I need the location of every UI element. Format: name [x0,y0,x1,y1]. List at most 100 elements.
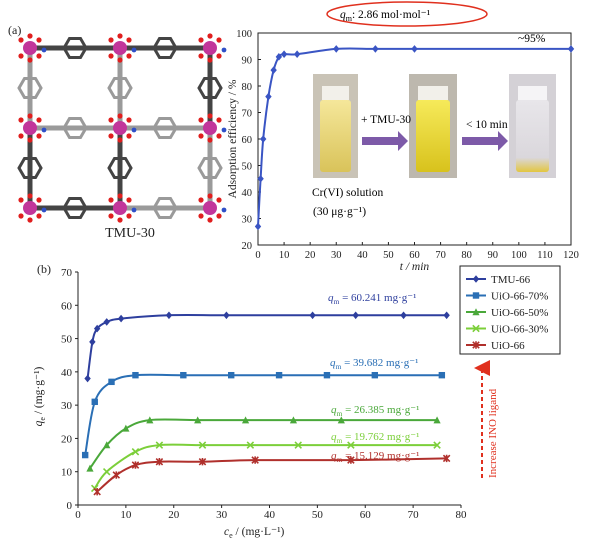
mof-oxygen-atom [207,217,213,223]
mof-oxygen-atom [18,213,24,219]
y-tick-label: 50 [242,162,253,173]
data-point [309,311,316,320]
data-point [91,398,98,406]
x-tick-label: 110 [537,250,552,261]
mof-oxygen-atom [108,133,114,139]
data-point [117,314,125,323]
data-point [372,45,379,53]
data-point [438,371,446,379]
mof-ring [62,117,88,139]
series-line-1 [84,373,442,456]
data-point [443,311,450,320]
y-tick-label: 80 [242,82,253,93]
mof-nitrogen-atom [221,127,227,133]
mof-oxygen-atom [117,137,123,143]
x-tick-label: 30 [216,509,228,521]
mof-metal-node [113,201,127,215]
mof-oxygen-atom [216,213,222,219]
mof-oxygen-atom [207,57,213,63]
mof-ring [62,197,88,219]
arrow-right-1 [362,131,408,151]
y-tick-label: 40 [242,188,253,199]
data-point [280,50,288,58]
mof-oxygen-atom [108,117,114,123]
qm-ellipse [326,1,488,27]
x-axis-label: ce / (mg·L⁻¹) [224,526,285,540]
y-tick-label: 60 [61,300,73,312]
data-point [371,371,379,379]
data-point [198,457,207,466]
mof-oxygen-atom [198,117,204,123]
y-tick-label: 50 [61,334,73,346]
structure-caption: TMU-30 [105,226,155,241]
photo-label-concentration: (30 μg·g⁻¹) [313,206,366,218]
x-tick-label: 120 [563,250,579,261]
data-point [411,45,418,53]
y-tick-label: 20 [242,241,253,252]
vial-cap-before [322,86,349,100]
arrow-label-add: + TMU-30 [361,114,411,126]
x-tick-label: 0 [75,509,81,521]
data-point [246,441,255,449]
y-tick-label: 70 [61,267,73,279]
data-point [86,464,94,472]
mof-oxygen-atom [216,197,222,203]
data-point [337,416,345,424]
data-point [254,222,262,231]
mof-oxygen-atom [117,33,123,39]
mof-oxygen-atom [27,57,33,63]
legend: TMU-66 UiO-66-70% UiO-66-50% UiO-66-30% UiO-… [459,265,561,355]
mof-oxygen-atom [207,193,213,199]
data-point [223,311,230,320]
data-point [84,374,91,383]
isotherm-chart: 0 10 20 30 40 50 60 70 80 0 10 20 30 40 50 60 70 ce / (mg… [33,267,467,540]
mof-ring [197,157,223,179]
y-tick-label: 0 [67,500,73,512]
x-tick-label: 80 [456,509,468,521]
mof-oxygen-atom [36,117,42,123]
mof-metal-node [203,41,217,55]
data-point [131,461,140,469]
mof-oxygen-atom [36,133,42,139]
data-point [155,457,164,466]
legend-entry-label: UiO-66-30% [491,324,548,336]
data-point [251,456,259,464]
data-point [132,371,139,379]
legend-entry-label: UiO-66 [491,340,525,352]
panel-a-label: (a) [8,23,22,37]
mof-oxygen-atom [198,197,204,203]
data-point [112,471,121,479]
mof-oxygen-atom [27,137,33,143]
adsorption-kinetics-chart: 0 10 20 30 40 50 60 70 80 90 100 110 120 20 30 40 50 60 70… [227,29,579,273]
data-point [180,371,187,379]
x-tick-label: 40 [264,509,276,521]
mof-oxygen-atom [27,113,33,119]
mof-ring [17,157,43,179]
data-point [472,275,480,283]
y-axis-label: qe / (mg·g⁻¹) [33,366,47,426]
x-tick-label: 60 [360,509,372,521]
legend-entry-label: TMU-66 [491,274,531,286]
y-tick-label: 100 [236,29,252,40]
data-point [131,447,140,456]
x-tick-label: 60 [409,250,420,261]
data-point [165,311,173,320]
data-point [103,441,111,449]
data-point [400,311,407,320]
mof-oxygen-atom [126,197,132,203]
vial-photos [313,74,556,178]
data-point [323,371,331,379]
data-point [103,318,110,326]
mof-nitrogen-atom [131,127,137,133]
qm-label: qm = 19.762 mg·g⁻¹ [331,431,419,445]
data-point [155,441,164,449]
mof-metal-node [23,121,37,135]
mof-oxygen-atom [36,53,42,59]
data-point [294,441,302,449]
qm-label: qm = 39.682 mg·g⁻¹ [330,357,418,371]
vial-after [516,100,549,172]
mof-oxygen-atom [126,117,132,123]
x-tick-label: 20 [168,509,180,521]
mof-ring [107,77,133,99]
